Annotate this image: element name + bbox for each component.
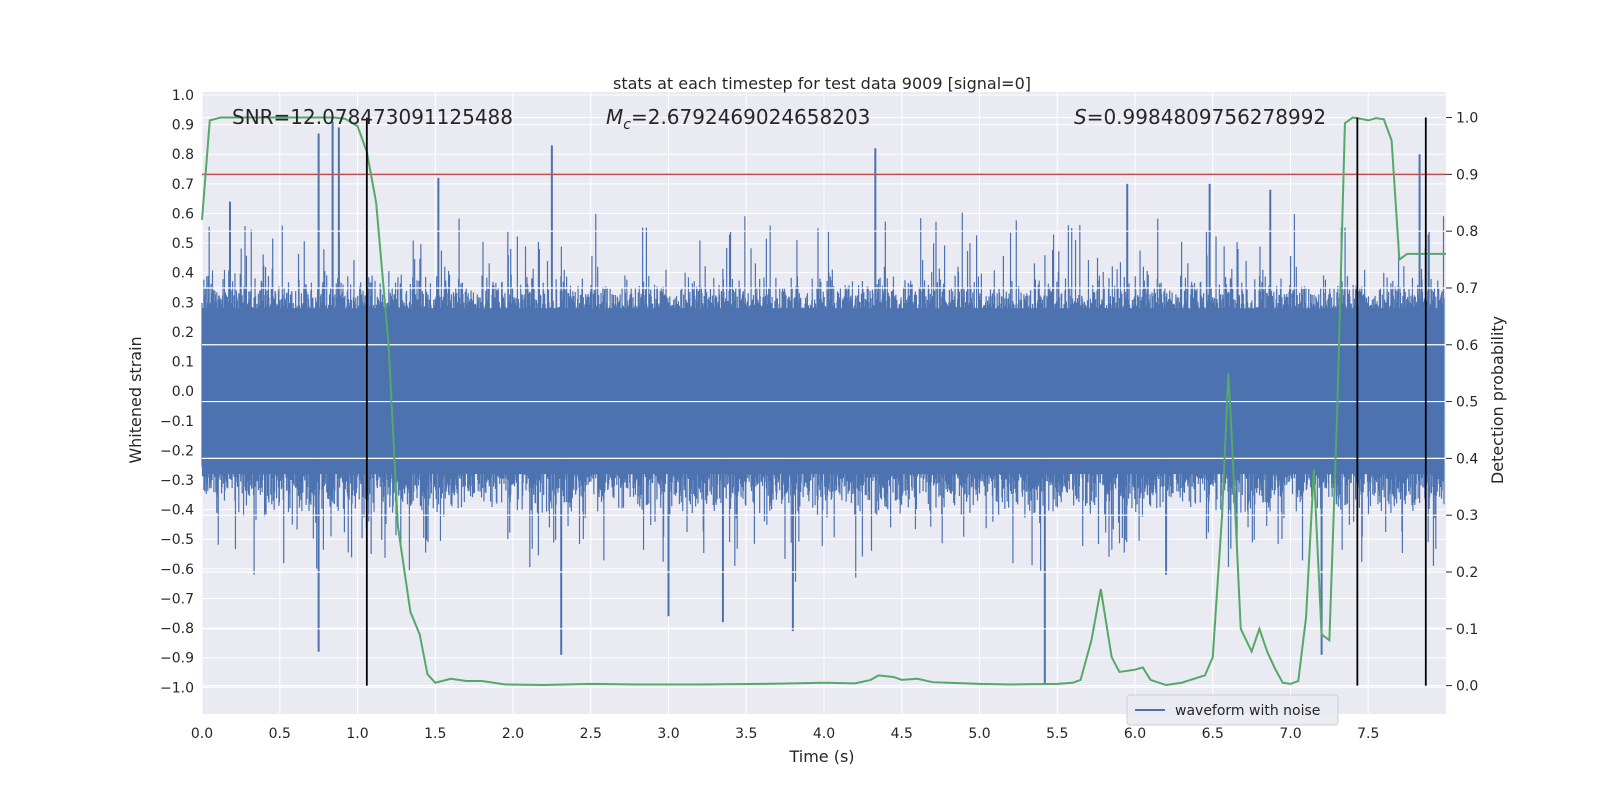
x-tick-label: 1.0 (346, 726, 368, 742)
y2-tick-label: 0.9 (1456, 167, 1478, 183)
y-tick-label: 0.8 (172, 147, 194, 163)
y-axis-label: Whitened strain (126, 336, 145, 463)
y-tick-label: −0.5 (160, 532, 194, 548)
y-tick-label: 0.3 (172, 295, 194, 311)
x-tick-label: 6.0 (1124, 726, 1146, 742)
y2-tick-label: 0.7 (1456, 281, 1478, 297)
y-tick-label: 0.5 (172, 236, 194, 252)
legend-label: waveform with noise (1175, 703, 1320, 719)
waveform-series (201, 121, 1445, 685)
y2-axis-label: Detection probability (1488, 316, 1507, 484)
legend-box (1126, 694, 1339, 726)
x-tick-label: 5.0 (968, 726, 990, 742)
x-tick-label: 2.0 (502, 726, 524, 742)
y2-tick-label: 0.6 (1456, 338, 1478, 354)
y-tick-label: 0.9 (172, 118, 194, 134)
y-tick-label: −0.1 (160, 414, 194, 430)
waveform-core-band (202, 308, 1445, 475)
y2-tick-label: 0.5 (1456, 395, 1478, 411)
y2-tick-label: 0.3 (1456, 508, 1478, 524)
y2-tick-label: 0.2 (1456, 565, 1478, 581)
x-tick-label: 1.5 (424, 726, 446, 742)
y-tick-label: −0.2 (160, 443, 194, 459)
x-tick-label: 0.5 (269, 726, 291, 742)
y2-tick-label: 0.1 (1456, 622, 1478, 638)
y-tick-label: 1.0 (172, 88, 194, 104)
mc-value: =2.6792469024658203 (631, 105, 870, 129)
detection-probability-line (201, 116, 1446, 687)
x-tick-label: 3.0 (657, 726, 679, 742)
x-tick-label: 7.5 (1357, 726, 1379, 742)
y-tick-label: 0.2 (172, 325, 194, 341)
snr-annotation: SNR=12.078473091125488 (232, 105, 513, 129)
y2-tick-label: 0.0 (1456, 679, 1478, 695)
mc-annotation: Mc=2.6792469024658203 (606, 105, 870, 133)
y-tick-label: −0.8 (160, 621, 194, 637)
y-tick-label: −0.3 (160, 473, 194, 489)
x-tick-label: 0.0 (191, 726, 213, 742)
y-tick-label: −0.7 (160, 591, 194, 607)
overlay-layer (201, 116, 1446, 687)
y-tick-label: −0.6 (160, 562, 194, 578)
x-tick-label: 6.5 (1202, 726, 1224, 742)
x-tick-label: 4.5 (891, 726, 913, 742)
x-tick-label: 4.0 (813, 726, 835, 742)
axes-layer: 0.0 0.5 1.0 1.5 2.0 2.5 3.0 3.5 4.0 4.5 5.0 5.5 6.0 6… (160, 88, 1478, 742)
y2-tick-label: 1.0 (1456, 111, 1478, 127)
x-tick-label: 2.5 (580, 726, 602, 742)
y-tick-label: 0.0 (172, 384, 194, 400)
y-tick-label: 0.4 (172, 266, 194, 282)
x-tick-label: 7.0 (1279, 726, 1301, 742)
x-axis-label: Time (s) (788, 747, 854, 766)
y-tick-label: −0.4 (160, 503, 194, 519)
mc-symbol: M (606, 105, 623, 129)
y2-tick-label: 0.4 (1456, 451, 1478, 467)
y2-tick-label: 0.8 (1456, 224, 1478, 240)
legend: waveform with noise (1126, 694, 1339, 726)
x-tick-label: 3.5 (735, 726, 757, 742)
s-annotation: S=0.9984809756278992 (1074, 105, 1326, 129)
y-tick-label: 0.1 (172, 355, 194, 371)
s-value: =0.9984809756278992 (1087, 105, 1326, 129)
y-tick-label: −1.0 (160, 680, 194, 696)
y-tick-label: 0.7 (172, 177, 194, 193)
chart-title: stats at each timestep for test data 900… (613, 74, 1031, 93)
mc-subscript: c (623, 117, 631, 133)
x-tick-label: 5.5 (1046, 726, 1068, 742)
s-symbol: S (1074, 105, 1087, 129)
y-tick-label: −0.9 (160, 651, 194, 667)
y-tick-label: 0.6 (172, 206, 194, 222)
